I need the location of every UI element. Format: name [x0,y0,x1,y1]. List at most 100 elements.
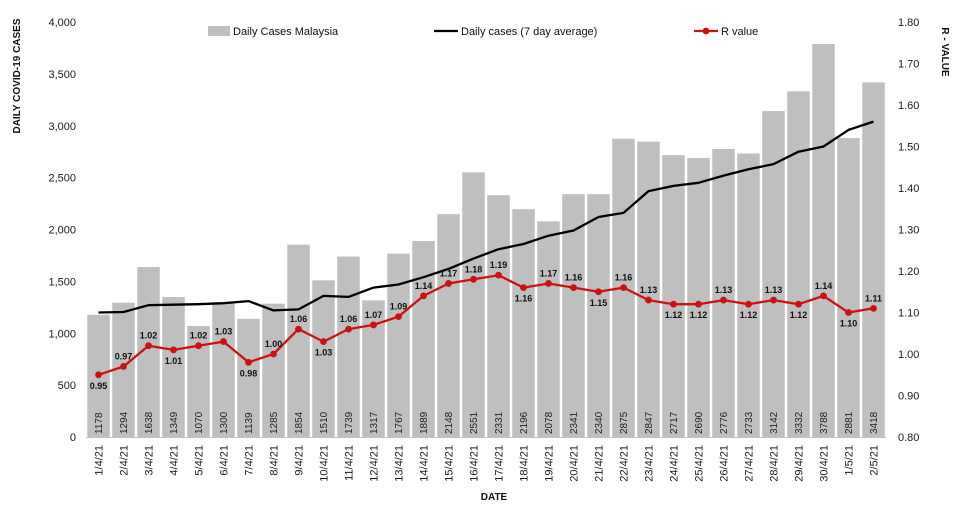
bar [262,303,285,437]
r-value-label: 0.95 [90,381,108,391]
bar-value-label: 2690 [694,411,705,434]
x-tick-label: 30/4/21 [819,445,831,482]
y-tick-label: 3,000 [48,121,76,133]
bar-value-label: 2331 [494,411,505,434]
axes-layer: 0 500 1,000 1,500 2,000 2,500 3,000 3,500 4,000 0… [48,17,919,482]
r-value-point [445,280,452,287]
r-value-label: 1.16 [565,273,583,283]
bar-value-label: 2776 [719,411,730,434]
r-value-point [570,284,577,291]
r-value-label: 1.03 [315,348,333,358]
x-tick-label: 1/4/21 [94,445,106,476]
y2-tick-label: 1.60 [898,100,919,112]
bar-value-label: 3142 [769,411,780,434]
bar-value-label: 1349 [169,411,180,434]
y2-tick-label: 1.10 [898,308,919,320]
r-value-point [645,296,652,304]
r-value-point [470,275,477,283]
r-value-label: 1.12 [790,310,808,320]
x-tick-label: 25/4/21 [694,445,706,482]
r-value-point [420,292,427,300]
r-value-label: 1.06 [290,314,308,324]
r-value-point [595,288,602,296]
x-tick-label: 7/4/21 [244,445,256,476]
y2-axis-title: R - VALUE [939,27,950,77]
bar-value-label: 1638 [144,411,155,434]
bar-value-label: 3418 [869,411,880,434]
y2-tick-label: 1.00 [898,349,919,361]
x-tick-label: 4/4/21 [169,445,181,476]
bar [662,155,685,437]
bar [487,195,510,437]
bar [412,241,435,437]
x-tick-label: 17/4/21 [494,445,506,482]
bar [212,302,235,437]
x-tick-label: 21/4/21 [594,445,606,482]
r-value-label: 1.12 [690,310,708,320]
r-value-point [345,325,352,333]
bar [162,297,185,437]
x-tick-label: 13/4/21 [394,445,406,482]
r-value-point [295,325,302,333]
x-tick-label: 11/4/21 [344,445,356,481]
x-tick-label: 22/4/21 [619,445,631,482]
bar-value-label: 2875 [619,411,630,434]
bar [337,256,360,437]
bar-value-label: 2078 [544,411,555,434]
r-value-point [170,346,177,354]
bar [237,318,260,437]
bar-value-label: 1300 [219,411,230,434]
y2-tick-label: 1.30 [898,225,919,237]
legend-label: Daily Cases Malaysia [233,26,339,38]
r-value-label: 1.14 [815,281,833,291]
bar [137,267,160,437]
y-tick-label: 1,500 [48,276,76,288]
r-value-point [870,304,877,312]
bar [437,214,460,437]
legend: Daily Cases Malaysia Daily cases (7 day a… [208,26,758,38]
y-tick-label: 2,500 [48,173,76,185]
r-value-label: 0.98 [240,368,258,378]
bar-value-label: 2148 [444,411,455,434]
y-tick-label: 2,000 [48,225,76,237]
r-value-label: 1.11 [865,293,882,303]
bar-value-label: 2341 [569,411,580,434]
y2-tick-label: 1.50 [898,142,919,154]
r-value-point [695,300,702,308]
x-tick-label: 29/4/21 [794,445,806,482]
r-value-label: 1.02 [190,331,208,341]
bar-value-label: 1317 [369,411,380,434]
x-tick-label: 28/4/21 [769,445,781,482]
bar-value-label: 1510 [319,411,330,434]
x-tick-label: 26/4/21 [719,445,731,482]
y2-tick-label: 0.80 [898,432,919,444]
r-value-point [720,296,727,304]
r-value-label: 1.10 [840,319,858,329]
r-value-point [820,292,827,300]
x-tick-label: 24/4/21 [669,445,681,482]
bar-value-label: 2551 [469,411,480,434]
bar [687,157,710,437]
bar [387,253,410,437]
r-value-point [795,300,802,308]
bar [312,280,335,437]
x-tick-label: 23/4/21 [644,445,656,482]
bar [537,221,560,437]
bar-value-label: 1889 [419,411,430,434]
x-tick-label: 14/4/21 [419,445,431,482]
y2-tick-label: 1.20 [898,266,919,278]
x-tick-label: 5/4/21 [194,445,206,476]
bar [737,153,760,438]
y-tick-label: 4,000 [48,17,76,29]
x-tick-label: 10/4/21 [319,445,331,482]
r-value-label: 1.13 [715,285,733,295]
r-value-label: 1.17 [540,268,558,278]
r-value-label: 1.02 [140,331,158,341]
r-value-point [395,313,402,321]
bar-value-label: 2717 [669,411,680,434]
r-value-point [220,338,227,345]
x-tick-label: 2/5/21 [869,445,881,476]
bar [837,138,860,437]
bar [112,302,135,437]
bars-layer: 1178 1294 1638 1349 1070 1300 1139 1285 1854 1510… [87,43,885,438]
